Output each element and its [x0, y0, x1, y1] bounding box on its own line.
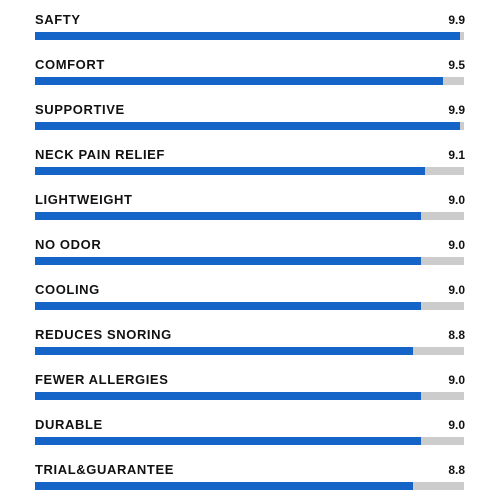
- bar-value-label: 9.9: [448, 13, 465, 27]
- bar-label: LIGHTWEIGHT: [35, 192, 133, 207]
- bar-row: LIGHTWEIGHT 9.0: [0, 192, 500, 232]
- bar-label: SAFTY: [35, 12, 81, 27]
- bar-label: NO ODOR: [35, 237, 102, 252]
- bar-row: TRIAL&GUARANTEE 8.8: [0, 462, 500, 502]
- bar: [35, 122, 460, 130]
- bar-track: [35, 32, 464, 40]
- bar-row: REDUCES SNORING 8.8: [0, 327, 500, 367]
- bar-value-label: 9.0: [448, 193, 465, 207]
- bar-value-label: 9.9: [448, 103, 465, 117]
- bar-track: [35, 167, 464, 175]
- bar: [35, 77, 443, 85]
- bar-value-label: 9.5: [448, 58, 465, 72]
- bar-label: REDUCES SNORING: [35, 327, 172, 342]
- bar-row: NO ODOR 9.0: [0, 237, 500, 277]
- bar-row: DURABLE 9.0: [0, 417, 500, 457]
- bar-value-label: 9.1: [448, 148, 465, 162]
- bar: [35, 302, 421, 310]
- bar: [35, 167, 425, 175]
- bar-track: [35, 77, 464, 85]
- bar-track: [35, 482, 464, 490]
- bar-value-label: 8.8: [448, 463, 465, 477]
- bar-row: FEWER ALLERGIES 9.0: [0, 372, 500, 412]
- bar-value-label: 9.0: [448, 238, 465, 252]
- bar-row: NECK PAIN RELIEF 9.1: [0, 147, 500, 187]
- bar-label: SUPPORTIVE: [35, 102, 125, 117]
- bar-label: COOLING: [35, 282, 100, 297]
- bar-track: [35, 257, 464, 265]
- bar-label: TRIAL&GUARANTEE: [35, 462, 174, 477]
- bar-label: COMFORT: [35, 57, 105, 72]
- bar: [35, 482, 413, 490]
- bar-label: NECK PAIN RELIEF: [35, 147, 165, 162]
- bar-label: DURABLE: [35, 417, 103, 432]
- bar-value-label: 9.0: [448, 373, 465, 387]
- bar-track: [35, 212, 464, 220]
- bar: [35, 257, 421, 265]
- bar-value-label: 8.8: [448, 328, 465, 342]
- bar-value-label: 9.0: [448, 418, 465, 432]
- bar-track: [35, 347, 464, 355]
- bar: [35, 32, 460, 40]
- bar-row: SUPPORTIVE 9.9: [0, 102, 500, 142]
- bar-track: [35, 437, 464, 445]
- bar: [35, 437, 421, 445]
- bar: [35, 347, 413, 355]
- bar-row: COMFORT 9.5: [0, 57, 500, 97]
- bar-track: [35, 302, 464, 310]
- bar-row: COOLING 9.0: [0, 282, 500, 322]
- bar: [35, 212, 421, 220]
- bar-label: FEWER ALLERGIES: [35, 372, 169, 387]
- bar-value-label: 9.0: [448, 283, 465, 297]
- bar-track: [35, 392, 464, 400]
- bar: [35, 392, 421, 400]
- bar-row: SAFTY 9.9: [0, 12, 500, 52]
- bar-track: [35, 122, 464, 130]
